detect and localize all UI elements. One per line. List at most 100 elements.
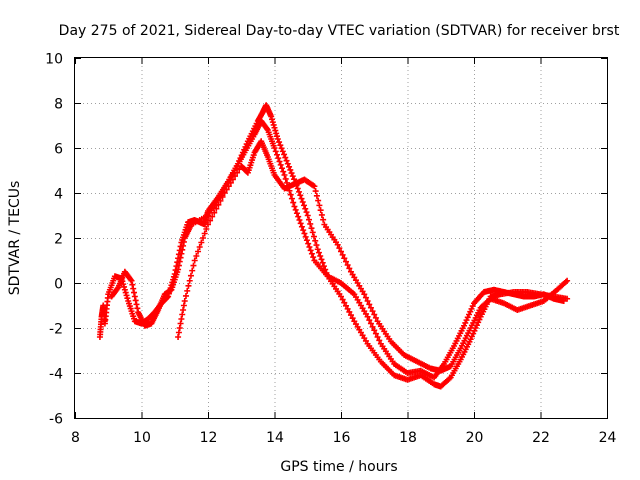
data-point-marker <box>341 299 348 306</box>
data-point-marker <box>217 197 224 204</box>
data-point-marker <box>346 265 353 272</box>
series-trace-b <box>108 118 567 381</box>
data-point-marker <box>291 203 298 210</box>
data-point-marker <box>273 130 280 137</box>
data-point-marker <box>186 277 193 284</box>
data-point-marker <box>307 247 314 254</box>
data-point-marker <box>281 172 288 178</box>
data-point-marker <box>211 209 218 216</box>
data-point-marker <box>185 282 192 289</box>
data-point-marker <box>342 302 349 309</box>
data-point-marker <box>349 315 356 322</box>
data-point-marker <box>124 295 131 302</box>
data-point-marker <box>300 227 307 234</box>
data-point-marker <box>180 302 187 309</box>
y-tick-label: 4 <box>54 187 63 203</box>
data-point-marker <box>182 292 189 299</box>
data-point-marker <box>278 165 285 172</box>
data-point-marker <box>372 330 379 337</box>
data-point-marker <box>344 262 351 268</box>
data-point-marker <box>314 246 321 253</box>
data-point-marker <box>301 202 308 209</box>
y-tick-label: -4 <box>49 367 63 383</box>
data-point-marker <box>319 259 326 266</box>
data-point-marker <box>288 195 295 202</box>
data-point-marker <box>121 286 128 293</box>
y-tick-label: -2 <box>49 322 63 338</box>
data-point-marker <box>338 248 344 255</box>
data-point-marker <box>215 201 222 208</box>
data-point-marker <box>316 202 323 209</box>
data-point-marker <box>207 217 214 224</box>
data-point-marker <box>114 285 121 292</box>
data-point-marker <box>297 220 304 227</box>
data-point-marker <box>225 183 232 190</box>
data-point-marker <box>187 272 194 279</box>
data-point-marker <box>277 161 284 168</box>
data-point-marker <box>318 211 325 218</box>
y-tick-label: -6 <box>49 412 63 428</box>
data-point-marker <box>289 173 296 180</box>
y-tick-label: 10 <box>45 52 63 68</box>
data-point-marker <box>346 308 353 315</box>
data-point-marker <box>292 206 299 213</box>
data-point-marker <box>315 249 322 256</box>
x-tick-label: 8 <box>71 430 80 446</box>
x-tick-label: 16 <box>333 430 351 446</box>
data-point-marker <box>178 250 185 257</box>
data-point-marker <box>195 248 202 255</box>
data-point-marker <box>175 334 182 340</box>
data-point-marker <box>229 176 236 183</box>
data-point-marker <box>295 213 302 220</box>
data-point-marker <box>175 262 182 269</box>
data-point-marker <box>127 276 134 283</box>
data-point-marker <box>175 329 182 336</box>
data-point-marker <box>287 191 294 198</box>
x-tick-label: 20 <box>466 430 484 446</box>
data-point-marker <box>122 289 129 296</box>
x-axis-title: GPS time / hours <box>280 459 397 475</box>
data-point-marker <box>269 116 276 123</box>
x-tick-label: 24 <box>599 430 617 446</box>
data-point-marker <box>288 170 295 177</box>
data-point-marker <box>299 199 306 205</box>
data-point-marker <box>177 320 184 327</box>
data-point-marker <box>302 205 309 212</box>
data-point-marker <box>179 246 186 253</box>
data-point-marker <box>362 294 369 301</box>
series-trace-a <box>96 102 571 390</box>
data-point-marker <box>310 233 317 240</box>
data-point-marker <box>366 317 373 324</box>
data-point-marker <box>366 301 373 308</box>
data-point-marker <box>227 179 234 186</box>
data-point-marker <box>364 298 371 304</box>
data-point-marker <box>181 298 188 304</box>
data-point-marker <box>213 205 220 212</box>
data-point-marker <box>369 308 376 315</box>
data-point-marker <box>294 185 301 192</box>
data-point-marker <box>341 255 348 262</box>
plot-frame <box>74 57 608 419</box>
data-point-marker <box>123 292 130 299</box>
data-point-marker <box>312 188 319 195</box>
data-point-marker <box>311 183 318 190</box>
data-point-marker <box>272 127 279 134</box>
x-tick-label: 12 <box>200 430 218 446</box>
y-tick-label: 0 <box>54 277 63 293</box>
x-tick-label: 14 <box>266 430 284 446</box>
data-point-marker <box>313 242 320 249</box>
data-points <box>96 102 571 390</box>
y-tick-label: 6 <box>54 142 63 158</box>
data-point-marker <box>234 169 241 176</box>
data-point-marker <box>284 160 291 167</box>
data-point-marker <box>290 199 297 206</box>
series-trace-c <box>175 138 571 374</box>
data-point-marker <box>367 304 374 311</box>
data-point-marker <box>282 154 289 161</box>
data-point-marker <box>298 195 305 202</box>
data-point-marker <box>279 148 286 155</box>
data-point-marker <box>134 305 141 312</box>
data-point-marker <box>132 297 139 304</box>
data-point-marker <box>303 237 310 244</box>
data-point-marker <box>338 293 344 300</box>
